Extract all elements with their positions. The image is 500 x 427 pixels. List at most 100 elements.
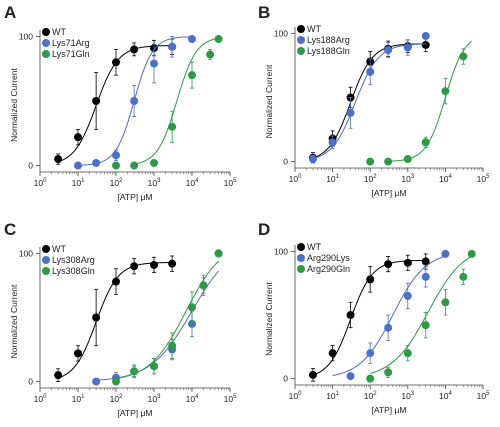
y-tick-label: 100 (274, 246, 288, 256)
data-point (403, 291, 412, 300)
x-tick-exponent: 2 (373, 391, 377, 397)
x-tick-exponent: 1 (336, 391, 340, 397)
data-point (328, 138, 337, 147)
panel-letter: A (4, 3, 16, 22)
x-tick-base: 10 (364, 174, 374, 184)
series-2 (366, 40, 472, 166)
x-tick-label: 105 (477, 391, 490, 401)
x-tick-base: 10 (34, 178, 44, 188)
y-tick-label: 0 (28, 161, 33, 171)
data-point (366, 275, 375, 284)
y-axis-label: Normalized Current (264, 64, 274, 138)
fit-curve (388, 40, 472, 162)
x-tick-base: 10 (401, 174, 411, 184)
x-tick-base: 10 (439, 174, 449, 184)
legend-label: Lys308Arg (52, 255, 95, 265)
x-tick-exponent: 5 (233, 178, 237, 184)
y-axis-label: Normalized Current (264, 282, 274, 356)
legend-marker (297, 47, 305, 55)
data-point (441, 249, 450, 258)
data-point (403, 155, 412, 164)
data-point (199, 281, 208, 290)
data-point (112, 161, 120, 170)
x-tick-base: 10 (289, 391, 299, 401)
x-tick-exponent: 1 (336, 174, 340, 180)
data-point (150, 158, 158, 167)
data-point (459, 272, 468, 281)
data-point (168, 341, 177, 350)
x-tick-base: 10 (289, 174, 299, 184)
series-2 (112, 249, 223, 386)
legend-marker (42, 256, 50, 264)
x-tick-base: 10 (186, 178, 196, 188)
x-axis-label: [ATP] μM (118, 408, 153, 418)
data-point (112, 151, 120, 160)
data-point (366, 67, 375, 76)
data-point (112, 58, 120, 67)
y-axis-label: Normalized Current (9, 284, 19, 358)
legend-marker (42, 267, 50, 275)
x-tick-exponent: 4 (448, 391, 452, 397)
x-tick-base: 10 (110, 394, 120, 404)
legend-label: WT (52, 244, 66, 254)
data-point (130, 367, 139, 376)
x-tick-base: 10 (34, 394, 44, 404)
data-point (206, 50, 215, 59)
x-tick-base: 10 (72, 394, 82, 404)
data-point (346, 108, 355, 117)
x-tick-exponent: 3 (157, 394, 161, 400)
x-tick-exponent: 0 (43, 178, 47, 184)
data-point (384, 157, 393, 166)
x-tick-label: 102 (110, 394, 123, 404)
series-1 (332, 249, 450, 381)
x-tick-label: 100 (34, 178, 47, 188)
x-tick-label: 103 (148, 178, 161, 188)
x-tick-base: 10 (477, 391, 487, 401)
data-point (366, 374, 375, 383)
x-tick-exponent: 1 (81, 178, 85, 184)
y-tick-label: 100 (274, 28, 288, 38)
panel-letter: D (258, 220, 270, 239)
x-tick-exponent: 5 (233, 394, 237, 400)
data-point (92, 377, 101, 386)
legend-label: Lys308Gln (52, 266, 95, 276)
x-tick-base: 10 (224, 394, 234, 404)
data-point (150, 362, 158, 371)
x-tick-base: 10 (364, 391, 374, 401)
data-point (168, 259, 177, 268)
x-tick-label: 103 (401, 391, 414, 401)
data-point (214, 35, 223, 44)
x-tick-label: 105 (224, 178, 237, 188)
fit-curve (332, 255, 446, 377)
legend-marker (42, 39, 50, 47)
x-axis-label: [ATP] μM (118, 192, 153, 202)
x-tick-label: 102 (110, 178, 123, 188)
data-point (130, 262, 139, 271)
series-1 (74, 35, 196, 170)
data-point (168, 42, 177, 51)
legend-marker (297, 25, 305, 33)
data-point (403, 258, 412, 267)
data-point (308, 155, 317, 164)
x-tick-base: 10 (477, 174, 487, 184)
x-tick-label: 104 (186, 394, 199, 404)
x-tick-base: 10 (110, 178, 120, 188)
data-point (54, 371, 63, 380)
x-tick-exponent: 5 (486, 391, 490, 397)
x-tick-exponent: 4 (195, 394, 199, 400)
y-tick-label: 100 (19, 31, 33, 41)
data-point (74, 349, 82, 358)
data-point (130, 161, 139, 170)
x-tick-label: 101 (326, 391, 339, 401)
series-1 (308, 31, 430, 164)
data-point (308, 370, 317, 379)
series-0 (54, 255, 177, 382)
data-point (74, 133, 82, 142)
data-point (441, 298, 450, 307)
series-0 (308, 38, 430, 164)
x-tick-base: 10 (148, 394, 158, 404)
data-point (366, 349, 375, 358)
